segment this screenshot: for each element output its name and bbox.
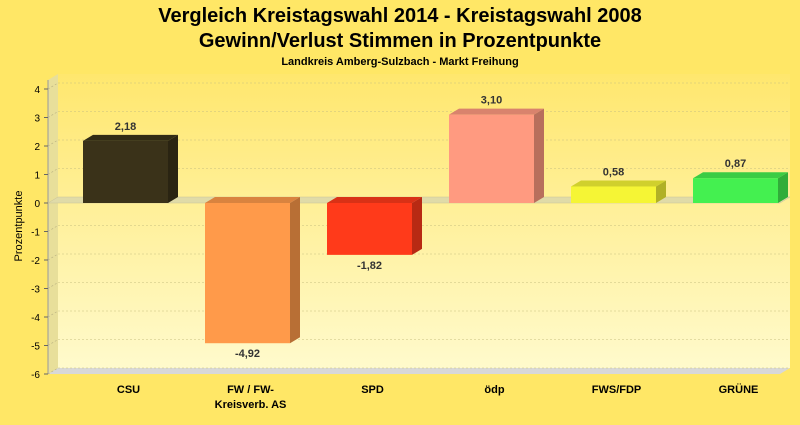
plot-back-wall bbox=[58, 74, 790, 368]
bar-top bbox=[693, 172, 788, 179]
data-label: -4,92 bbox=[235, 348, 260, 360]
bar: -4,92 bbox=[205, 197, 300, 360]
chart-title-line2: Gewinn/Verlust Stimmen in Prozentpunkte bbox=[199, 30, 601, 52]
grid-line-side bbox=[47, 168, 59, 175]
bar: -1,82 bbox=[327, 197, 422, 272]
y-tick-label: 3 bbox=[34, 114, 40, 125]
grid-line-side bbox=[47, 310, 59, 318]
grid-line-side bbox=[47, 339, 59, 346]
y-axis-ticks: 4 3 2 1 0 -1 -2 -3 -4 -5 -6 bbox=[31, 85, 48, 381]
grid-line-side bbox=[47, 253, 59, 261]
bar-front bbox=[571, 186, 656, 203]
bar-front bbox=[83, 140, 168, 203]
bar-top bbox=[571, 180, 666, 187]
plot-floor bbox=[48, 368, 790, 374]
category-label: GRÜNE bbox=[719, 383, 759, 396]
bars-group: 2,18 -4,92 -1,82 3,10 0,58 0,87 bbox=[83, 95, 788, 360]
bar: 0,87 bbox=[693, 158, 788, 203]
grid-line-side bbox=[47, 367, 59, 375]
data-label: 3,10 bbox=[481, 95, 502, 107]
data-label: 0,87 bbox=[725, 158, 746, 170]
bar-side bbox=[412, 197, 422, 255]
bar-top bbox=[449, 108, 544, 115]
category-label: FW / FW- bbox=[227, 384, 274, 396]
category-label: SPD bbox=[361, 384, 384, 396]
y-tick-label: -4 bbox=[31, 313, 40, 324]
y-tick-label: -5 bbox=[31, 342, 40, 353]
bar-front bbox=[693, 178, 778, 203]
category-label-line2: Kreisverb. AS bbox=[215, 399, 287, 411]
bar: 2,18 bbox=[83, 121, 178, 203]
y-tick-label: 4 bbox=[34, 85, 40, 96]
y-tick-label: 2 bbox=[34, 142, 40, 153]
bar-front bbox=[205, 203, 290, 344]
y-tick-label: -3 bbox=[31, 285, 40, 296]
bar: 0,58 bbox=[571, 166, 666, 203]
grid-line-side bbox=[47, 82, 59, 90]
grid-line-side bbox=[47, 111, 59, 118]
bar-side bbox=[290, 197, 300, 344]
bar-front bbox=[327, 203, 412, 255]
data-label: -1,82 bbox=[357, 260, 382, 272]
bar-side bbox=[534, 108, 544, 203]
bar-top bbox=[205, 197, 300, 203]
category-label: CSU bbox=[117, 384, 140, 396]
bar-side bbox=[778, 172, 788, 203]
data-label: 2,18 bbox=[115, 121, 136, 133]
category-label: FWS/FDP bbox=[592, 384, 642, 396]
y-tick-label: 0 bbox=[34, 199, 40, 210]
bar-front bbox=[449, 114, 534, 203]
plot-left-wall bbox=[48, 74, 58, 374]
y-tick-label: 1 bbox=[34, 171, 40, 182]
x-axis-categories: CSU FW / FW- Kreisverb. AS SPD ödp FWS/FDP GRÜ… bbox=[117, 383, 758, 411]
y-tick-label: -1 bbox=[31, 228, 40, 239]
category-label: ödp bbox=[484, 384, 504, 396]
y-tick-label: -6 bbox=[31, 370, 40, 381]
grid-line-side bbox=[47, 282, 59, 289]
chart-subtitle: Landkreis Amberg-Sulzbach - Markt Freihu… bbox=[281, 56, 518, 68]
bar-side bbox=[168, 134, 178, 203]
y-tick-label: -2 bbox=[31, 256, 40, 267]
bar-top bbox=[83, 134, 178, 141]
y-axis-label: Prozentpunkte bbox=[13, 191, 25, 262]
data-label: 0,58 bbox=[603, 166, 624, 178]
bar-side bbox=[656, 180, 666, 203]
grid-line-side bbox=[47, 225, 59, 232]
bar-top bbox=[327, 197, 422, 203]
grid-line-side bbox=[47, 139, 59, 147]
bar: 3,10 bbox=[449, 95, 544, 203]
chart-title-line1: Vergleich Kreistagswahl 2014 - Kreistags… bbox=[158, 5, 642, 27]
